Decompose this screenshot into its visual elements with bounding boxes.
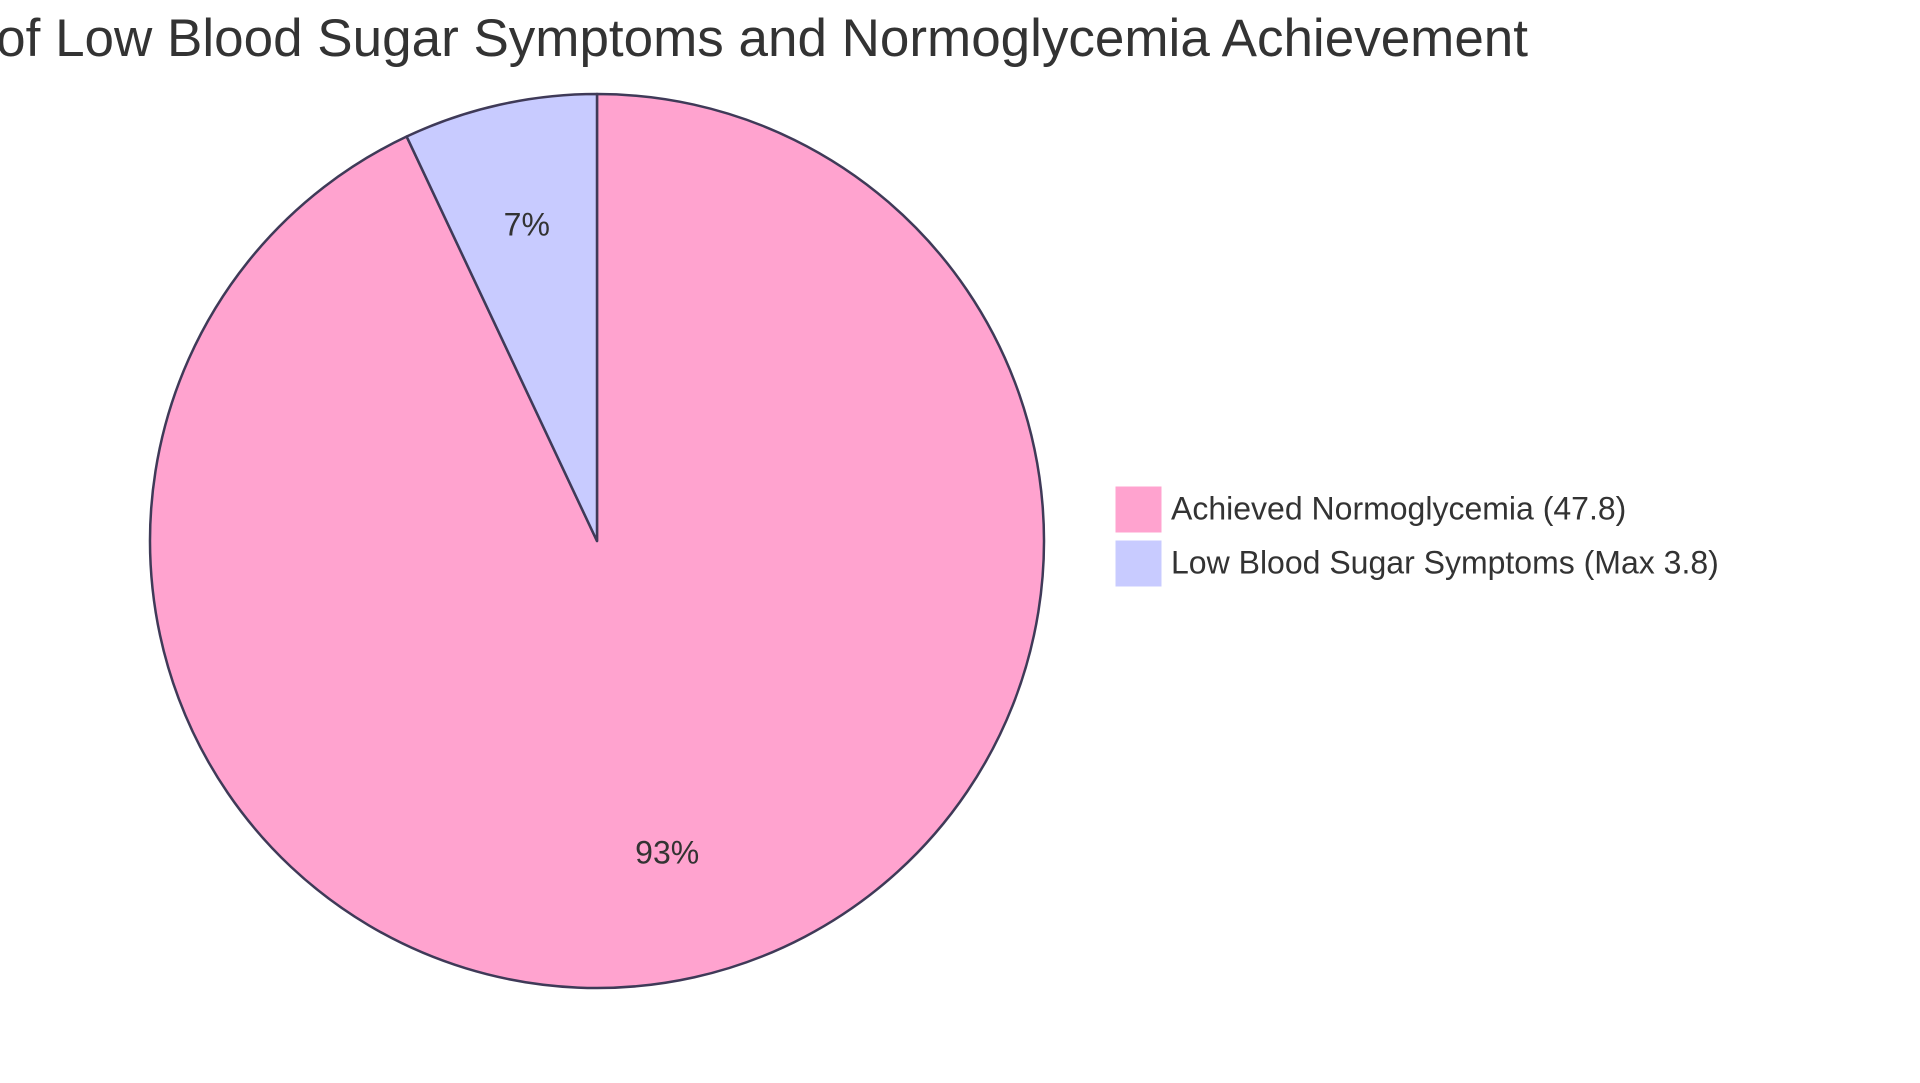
legend-swatch (1115, 486, 1162, 533)
legend-label: Low Blood Sugar Symptoms (Max 3.8) (1171, 544, 1719, 580)
legend-label: Achieved Normoglycemia (47.8) (1171, 490, 1626, 526)
legend: Achieved Normoglycemia (47.8) Low Blood S… (1115, 486, 1719, 587)
pie-slice (405, 92, 599, 543)
slice-label: 7% (504, 206, 550, 242)
legend-swatch (1115, 540, 1162, 587)
slice-label: 93% (635, 835, 699, 871)
chart-title: of Low Blood Sugar Symptoms and Normogly… (0, 9, 1528, 68)
pie: 93% 7% (148, 92, 1046, 990)
